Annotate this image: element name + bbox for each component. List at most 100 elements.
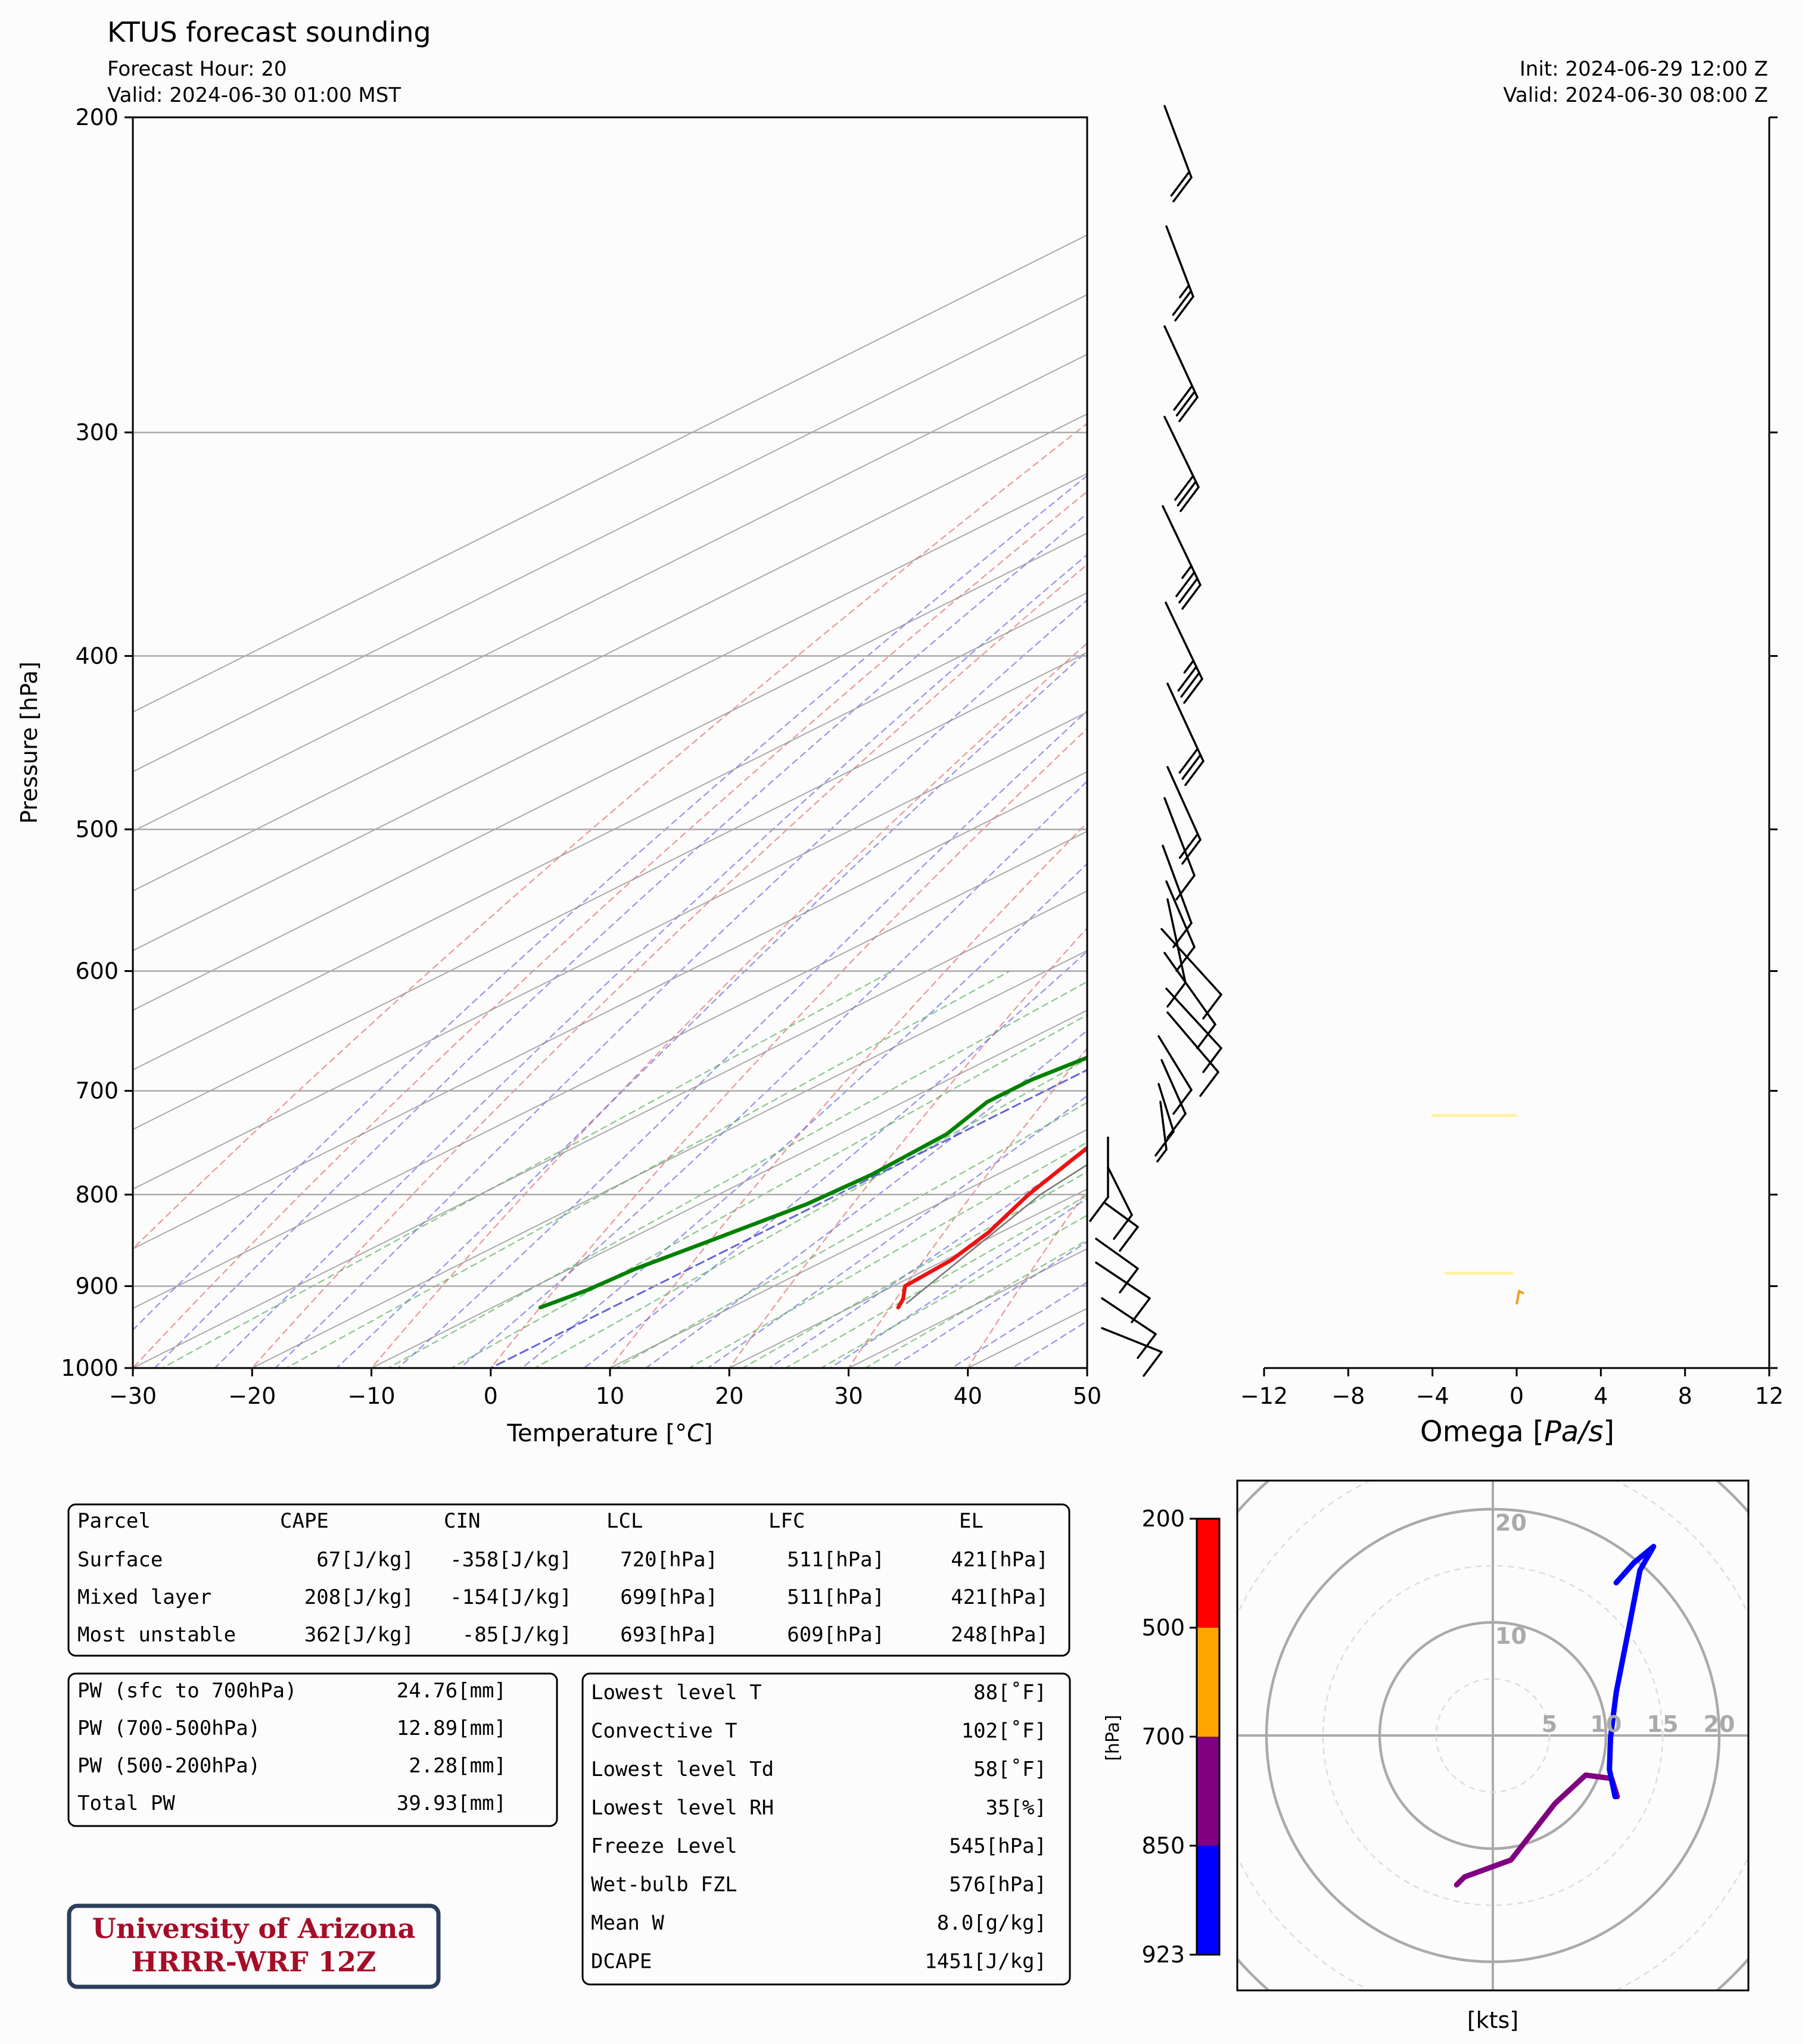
parcel-table-header: LCL <box>606 1509 643 1533</box>
hodo-ring-label-vertical: 20 <box>1495 1510 1527 1536</box>
wind-barb-flag <box>1202 1047 1222 1073</box>
moist-adiabat <box>133 475 1087 1331</box>
x-tick-label: 30 <box>834 1383 863 1409</box>
wind-barb-flag <box>1179 486 1200 512</box>
wind-barb-flag <box>1156 1148 1168 1163</box>
wind-barb-flag <box>1177 480 1197 507</box>
wind-barb <box>1101 1297 1157 1335</box>
wind-barb-flag <box>1181 584 1202 610</box>
wind-barb-flag <box>1174 295 1194 322</box>
pw-table: PW (sfc to 700hPa) 24.76[mm] PW (700-500hP… <box>77 1679 506 1815</box>
wind-barb-flag <box>1113 1214 1133 1240</box>
moist-adiabat <box>213 553 1087 1368</box>
moist-adiabat <box>889 1241 1087 1368</box>
moist-adiabat <box>950 1281 1087 1368</box>
moist-adiabat <box>768 1149 1087 1368</box>
wind-barb <box>1101 1327 1163 1353</box>
init-time: Init: 2024-06-29 12:00 Z <box>1520 57 1768 81</box>
wind-barb <box>1163 952 1216 1026</box>
dry-adiabat <box>1670 0 1802 1406</box>
parcel-table-cell: 67[J/kg] <box>316 1548 414 1572</box>
dry-adiabat <box>133 490 1087 1368</box>
parcel-table-cell: 693[hPa] <box>620 1623 718 1647</box>
isotherm <box>133 771 1087 1250</box>
isotherm <box>133 890 1087 1368</box>
hodograph-frame <box>1236 1479 1750 1992</box>
parcel-table-cell: Mixed layer <box>77 1585 211 1609</box>
y-tick-label: 300 <box>75 419 119 445</box>
hodograph-trace-850-700 <box>1454 1772 1620 1888</box>
pw-label: PW (500-200hPa) <box>77 1754 260 1778</box>
logo-box <box>67 1903 441 1989</box>
mixing-ratio-line <box>784 1194 1087 1368</box>
parcel-table-cell: 609[hPa] <box>787 1623 885 1647</box>
wind-barb <box>1104 1202 1139 1228</box>
temperature-trace <box>896 1145 1087 1310</box>
hodo-ring <box>1265 1507 1721 1964</box>
index-label: Convective T <box>591 1719 737 1743</box>
wind-barb-flag <box>1175 571 1196 597</box>
y-tick-label: 400 <box>75 643 119 669</box>
wind-barb-flag <box>1172 289 1193 316</box>
mixing-ratio-line <box>160 970 893 1368</box>
parcel-table-header: CAPE <box>280 1509 329 1533</box>
index-label: Freeze Level <box>591 1834 737 1858</box>
index-value: 1451[J/kg] <box>925 1950 1047 1974</box>
isotherm <box>133 353 1087 833</box>
wind-barb-flag <box>1172 1089 1193 1115</box>
y-tick-label: 1000 <box>61 1355 119 1381</box>
parcel-table-box <box>67 1503 1070 1657</box>
wind-barb-flag <box>1175 390 1196 417</box>
hodo-ring-dashed <box>1322 1565 1664 1906</box>
wind-barb <box>1166 766 1202 841</box>
wind-barb-flag <box>1174 475 1194 501</box>
logo-line2: HRRR-WRF 12Z <box>132 1946 376 1978</box>
valid-utc: Valid: 2024-06-30 08:00 Z <box>1503 83 1768 107</box>
parcel-table-cell: 421[hPa] <box>951 1548 1048 1572</box>
index-label: Wet-bulb FZL <box>591 1873 737 1897</box>
pw-label: PW (700-500hPa) <box>77 1716 260 1740</box>
wind-barb <box>1107 1166 1133 1216</box>
parcel-trace <box>905 1164 1087 1304</box>
hodo-ring-label: 20 <box>1704 1711 1735 1737</box>
parcel-table-cell: -85[J/kg] <box>462 1623 572 1647</box>
pw-label: PW (sfc to 700hPa) <box>77 1679 297 1703</box>
wind-barb-flag <box>1119 1267 1139 1294</box>
pw-label: Total PW <box>77 1791 175 1815</box>
parcel-table-cell: Most unstable <box>77 1623 236 1647</box>
omega-trace <box>1515 1289 1524 1305</box>
index-label: Lowest level T <box>591 1681 762 1705</box>
parcel-table-cell: -358[J/kg] <box>450 1548 572 1572</box>
parcel-table-header: LFC <box>768 1509 805 1533</box>
moist-adiabat <box>645 1029 1087 1368</box>
x-tick-label: 10 <box>596 1383 624 1409</box>
hodograph-xlabel: [kts] <box>1467 2007 1518 2033</box>
forecast-hour: Forecast Hour: 20 <box>107 57 287 81</box>
moist-adiabat <box>583 950 1087 1368</box>
wind-barb-flag <box>1166 1113 1187 1139</box>
wind-barb <box>1165 880 1196 948</box>
dry-adiabat <box>848 1047 1087 1368</box>
skewt-ylabel: Pressure [hPa] <box>16 662 42 824</box>
indices-table: Lowest level T 88[˚F] Convective T 102[˚F] L… <box>591 1681 1047 1974</box>
wind-barb-flag <box>1199 1071 1219 1097</box>
isotherm <box>133 652 1087 1130</box>
index-value: 58[˚F] <box>973 1758 1047 1781</box>
hodo-ring-label: 10 <box>1591 1711 1622 1737</box>
y-tick-label: 500 <box>75 817 119 843</box>
wind-barb <box>1157 1083 1175 1133</box>
mixing-ratio-line <box>614 1101 1087 1368</box>
wind-barb-flag <box>1178 747 1199 774</box>
index-label: DCAPE <box>591 1950 652 1974</box>
wind-barb <box>1162 845 1193 924</box>
mixing-ratio-line <box>864 1239 1087 1368</box>
wind-barb-flag <box>1172 176 1193 202</box>
parcel-table-cell: 511[hPa] <box>787 1548 885 1572</box>
hodo-ring-label: 15 <box>1647 1711 1679 1737</box>
omega-x-tick-label: −8 <box>1331 1383 1365 1409</box>
isotherm <box>133 473 1087 952</box>
skewt-xlabel: Temperature [°C] <box>506 1420 712 1447</box>
omega-x-tick-label: 8 <box>1678 1383 1692 1409</box>
colorbar-tick-label: 700 <box>1141 1724 1185 1750</box>
dry-adiabat <box>609 821 1087 1368</box>
